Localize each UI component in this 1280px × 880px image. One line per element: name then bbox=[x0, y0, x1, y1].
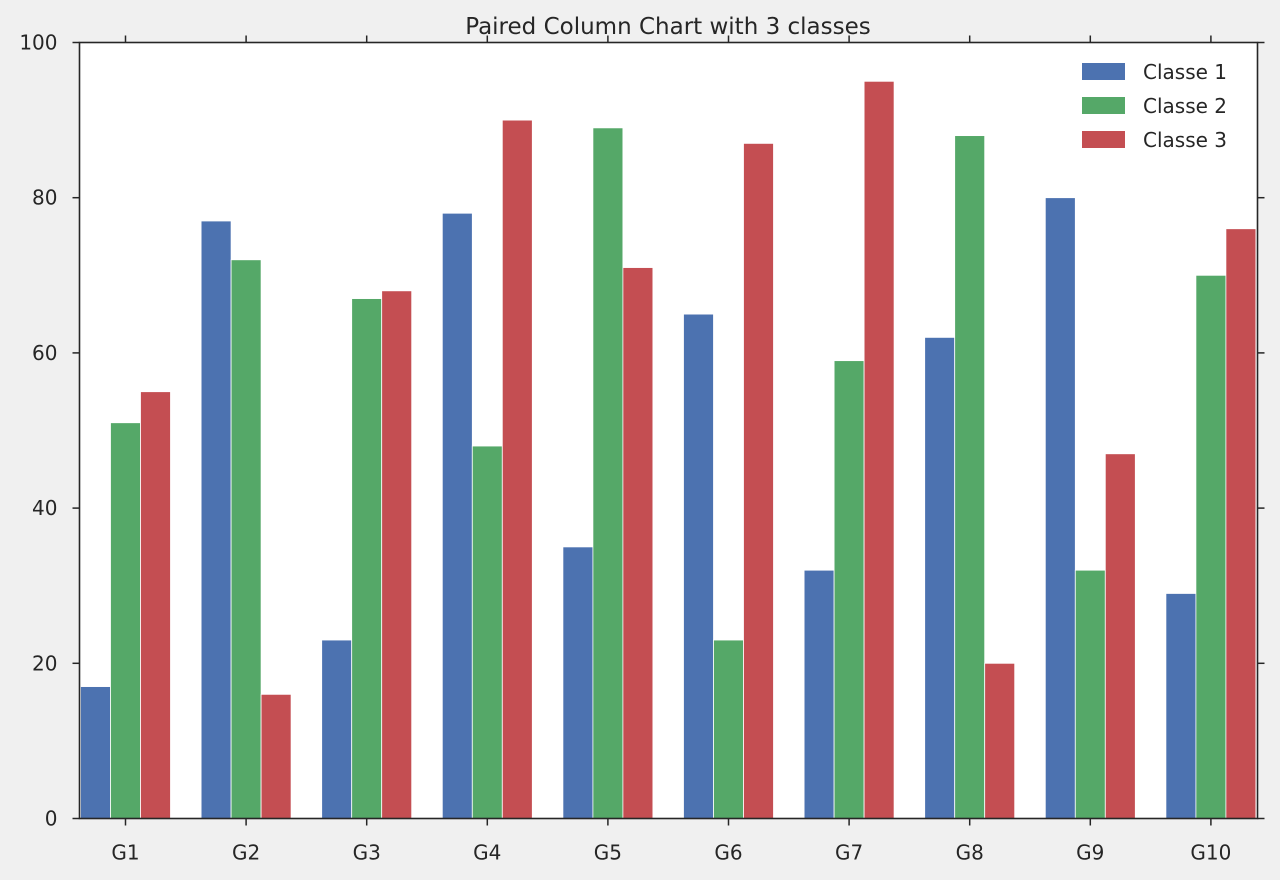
bar-g4-series-3 bbox=[501, 119, 533, 819]
bar-g3-series-1 bbox=[321, 639, 353, 819]
x-tick-label: G10 bbox=[1190, 841, 1231, 865]
x-tick-label: G4 bbox=[473, 841, 501, 865]
bar-g4-series-2 bbox=[471, 445, 503, 819]
x-axis: G1 G2 G3 G4 G5 G6 G7 G8 G9 G10 bbox=[111, 35, 1231, 865]
y-tick-label: 40 bbox=[32, 496, 57, 520]
bar-g8-series-3 bbox=[984, 662, 1016, 819]
y-tick-label: 0 bbox=[45, 807, 58, 831]
bar-g9-series-3 bbox=[1104, 453, 1136, 819]
x-tick-label: G7 bbox=[835, 841, 863, 865]
bar-g5-series-2 bbox=[592, 127, 624, 819]
legend-swatch-series-2 bbox=[1082, 97, 1125, 114]
x-tick-label: G6 bbox=[714, 841, 742, 865]
bar-g1-series-1 bbox=[80, 686, 111, 819]
x-tick-label: G5 bbox=[594, 841, 622, 865]
chart-title: Paired Column Chart with 3 classes bbox=[465, 14, 871, 40]
y-tick-label: 20 bbox=[32, 651, 57, 675]
bar-g4-series-1 bbox=[441, 212, 473, 819]
bar-g9-series-2 bbox=[1074, 569, 1106, 819]
plot-frame bbox=[78, 41, 1259, 820]
x-tick-label: G9 bbox=[1076, 841, 1104, 865]
y-axis: 0 20 40 60 80 100 bbox=[19, 31, 1265, 831]
x-tick-label: G2 bbox=[232, 841, 260, 865]
x-tick-label: G1 bbox=[111, 841, 139, 865]
bar-g7-series-1 bbox=[803, 569, 835, 819]
bar-g3-series-2 bbox=[351, 298, 383, 819]
y-tick-label: 80 bbox=[32, 186, 57, 210]
bar-g7-series-2 bbox=[833, 360, 865, 819]
bar-g2-series-2 bbox=[230, 259, 262, 819]
x-tick-label: G3 bbox=[353, 841, 381, 865]
bar-g5-series-3 bbox=[622, 267, 654, 819]
bar-g10-series-3 bbox=[1225, 228, 1257, 819]
bar-g3-series-3 bbox=[381, 290, 413, 819]
bar-g2-series-3 bbox=[260, 693, 292, 819]
y-tick-label: 60 bbox=[32, 341, 57, 365]
legend: Classe 1 Classe 2 Classe 3 bbox=[1082, 60, 1227, 152]
bar-g1-series-3 bbox=[140, 391, 171, 819]
bar-g6-series-1 bbox=[683, 313, 714, 819]
legend-label-series-3: Classe 3 bbox=[1143, 128, 1227, 152]
legend-swatch-series-3 bbox=[1082, 131, 1125, 148]
bar-g10-series-2 bbox=[1195, 274, 1227, 819]
bar-g8-series-2 bbox=[954, 135, 986, 819]
bar-g8-series-1 bbox=[924, 336, 956, 819]
legend-label-series-1: Classe 1 bbox=[1143, 60, 1227, 84]
bar-g2-series-1 bbox=[200, 220, 232, 819]
bar-g10-series-1 bbox=[1165, 593, 1197, 819]
legend-label-series-2: Classe 2 bbox=[1143, 94, 1227, 118]
bar-g9-series-1 bbox=[1044, 197, 1076, 819]
bar-g6-series-2 bbox=[713, 639, 744, 819]
x-tick-label: G8 bbox=[956, 841, 984, 865]
legend-swatch-series-1 bbox=[1082, 63, 1125, 80]
bar-g1-series-2 bbox=[110, 422, 141, 819]
bar-g7-series-3 bbox=[863, 80, 895, 819]
y-tick-label: 100 bbox=[19, 31, 57, 55]
bars-layer bbox=[80, 80, 1257, 819]
bar-g5-series-1 bbox=[562, 546, 594, 819]
bar-g6-series-3 bbox=[743, 142, 774, 819]
